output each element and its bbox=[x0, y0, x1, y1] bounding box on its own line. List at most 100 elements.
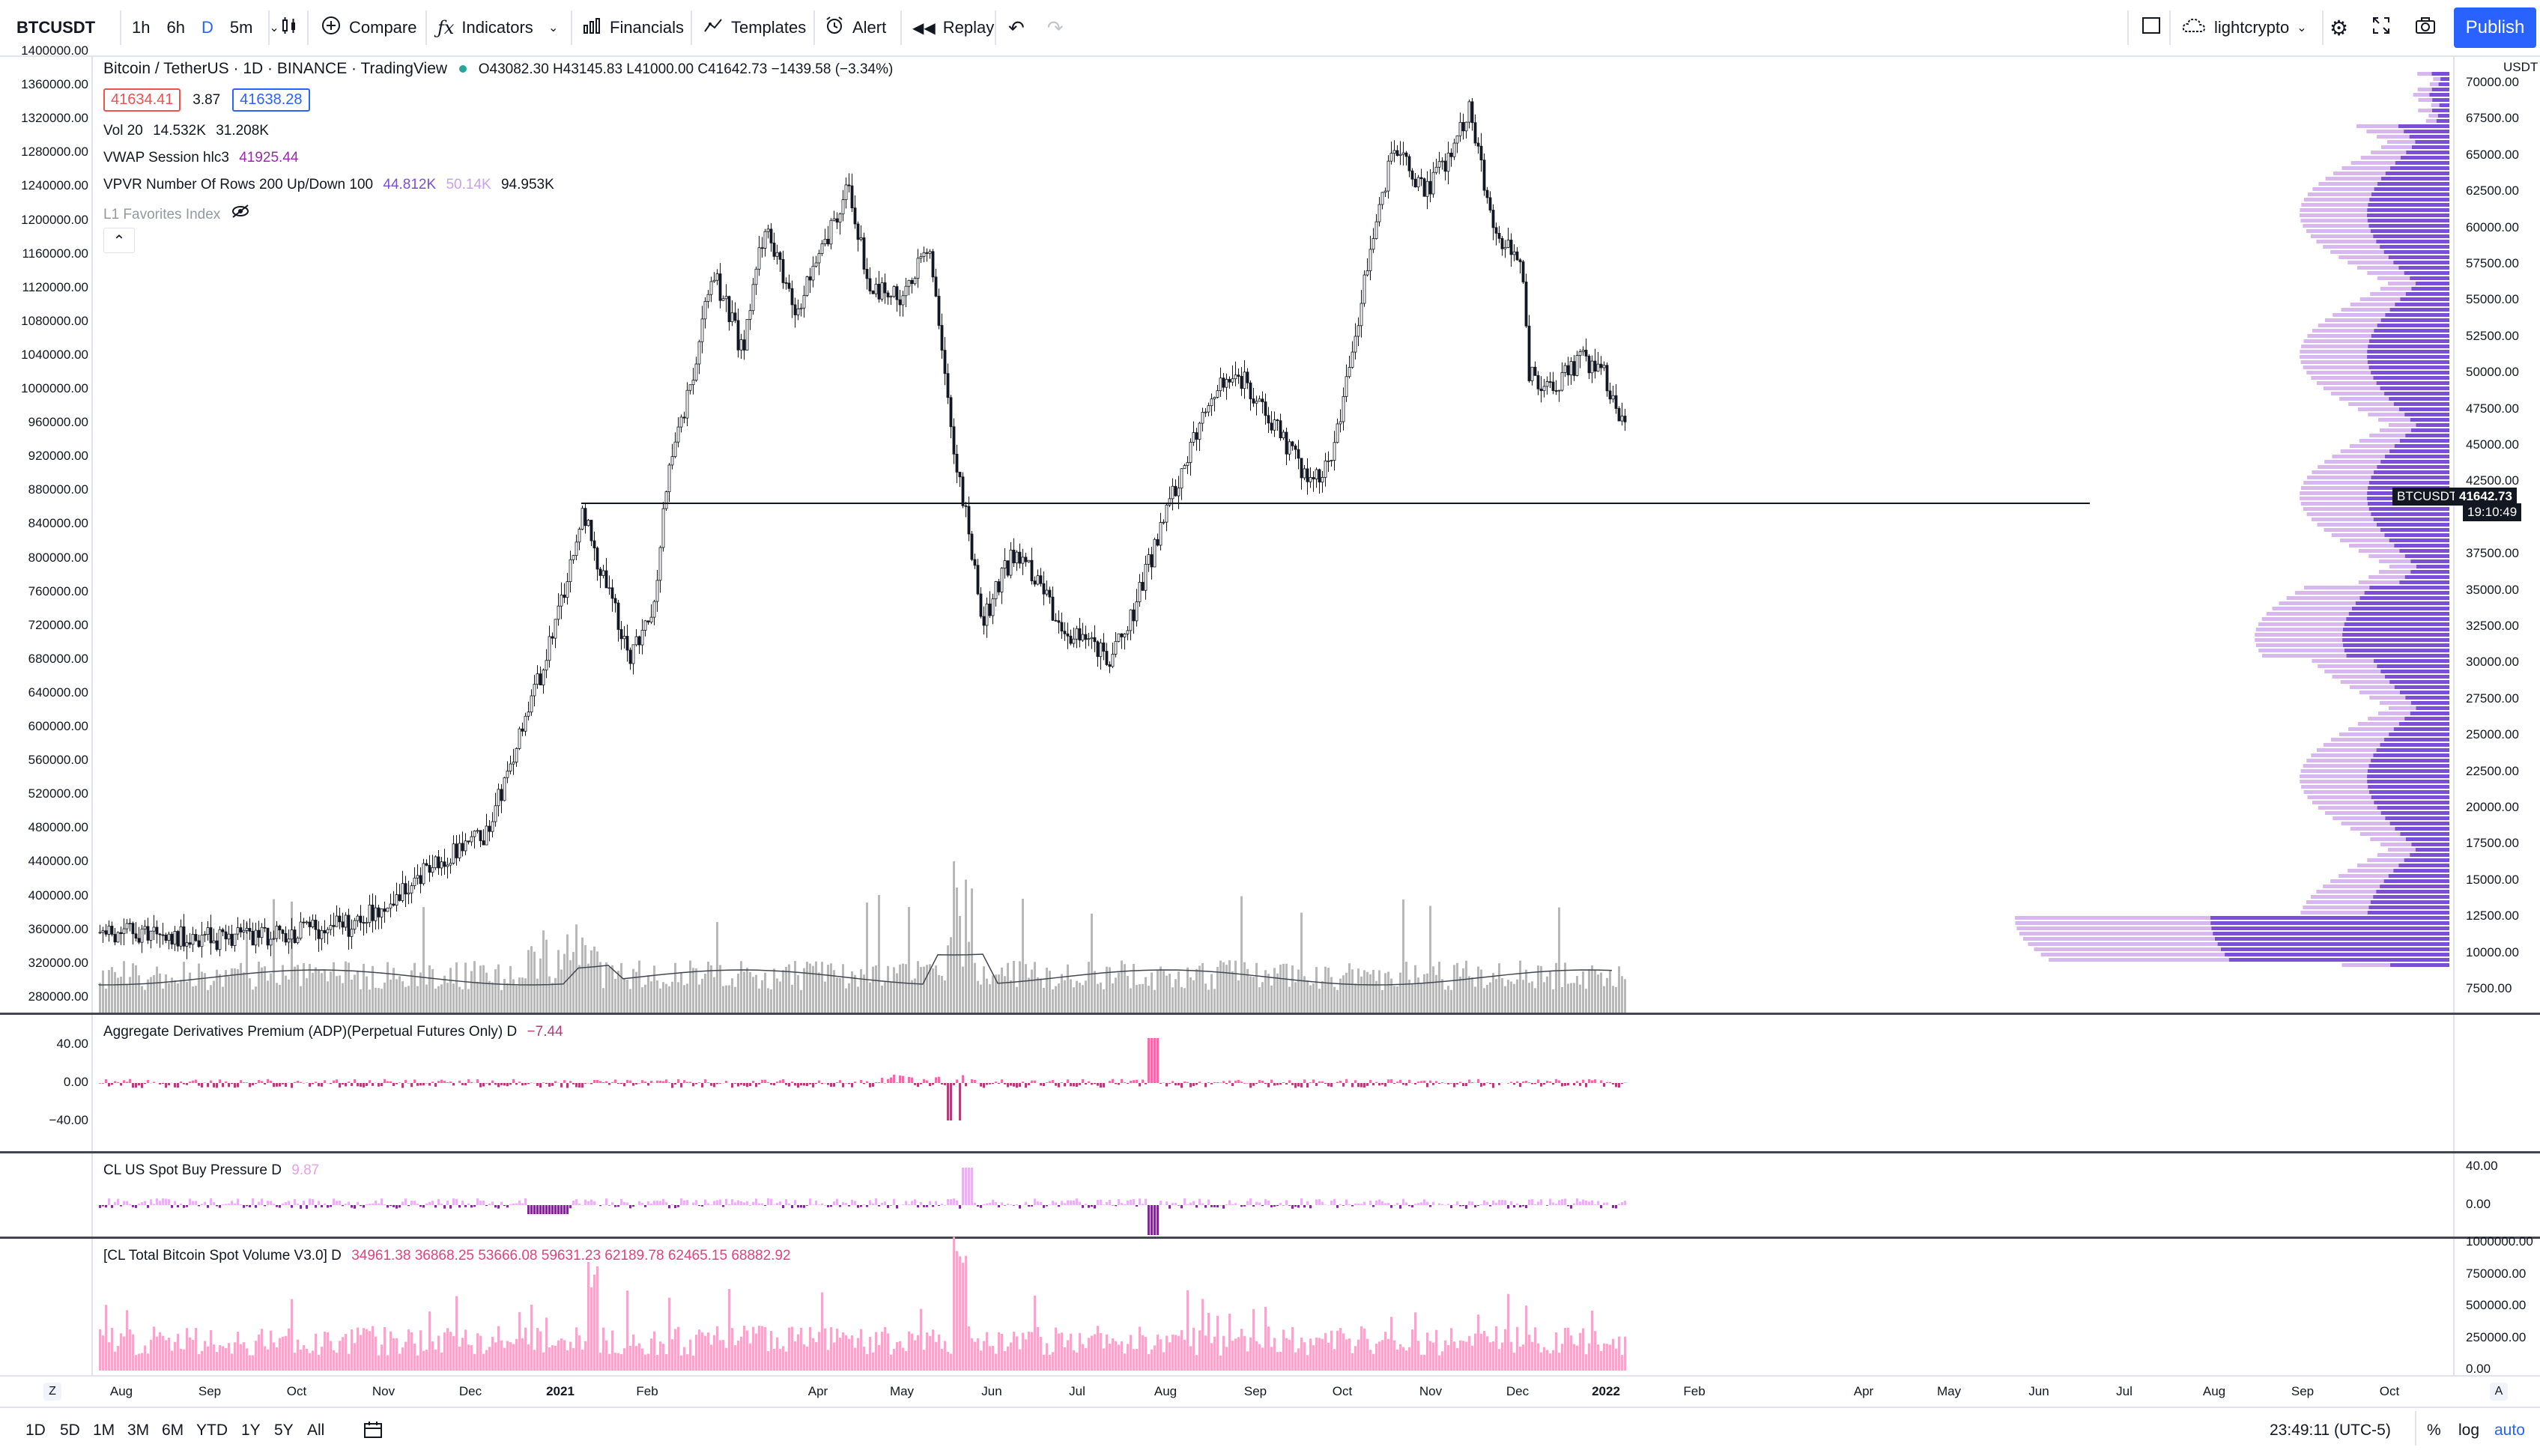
range-button-5y[interactable]: 5Y bbox=[274, 1422, 294, 1440]
volume-bar bbox=[704, 974, 706, 1013]
right-axis-tick: 25000.00 bbox=[2466, 727, 2519, 742]
buy-pressure-legend[interactable]: CL US Spot Buy Pressure D 9.87 bbox=[103, 1162, 319, 1179]
left-axis-tick: 1080000.00 bbox=[0, 314, 88, 329]
buy-pressure-bar bbox=[533, 1205, 536, 1214]
spot-volume-bar bbox=[614, 1353, 616, 1371]
spot-volume-bar bbox=[288, 1329, 290, 1371]
market-open-dot bbox=[459, 65, 467, 73]
vpvr-legend[interactable]: VPVR Number Of Rows 200 Up/Down 100 44.8… bbox=[103, 177, 554, 193]
candle-body bbox=[1522, 262, 1524, 282]
spot-volume-bar bbox=[1031, 1332, 1033, 1371]
profile-row-light bbox=[2301, 502, 2368, 506]
vpvr-total-value: 94.953K bbox=[501, 177, 554, 192]
range-button-1d[interactable]: 1D bbox=[25, 1422, 46, 1440]
profile-row-light bbox=[2256, 643, 2343, 647]
percent-toggle[interactable]: % bbox=[2427, 1422, 2441, 1440]
bid-box[interactable]: 41634.41 bbox=[103, 88, 181, 112]
range-button-1y[interactable]: 1Y bbox=[241, 1422, 261, 1440]
volume-bar bbox=[944, 980, 946, 1013]
volume-bar bbox=[1345, 973, 1348, 1013]
volume-bar bbox=[1390, 979, 1392, 1013]
adp-bar bbox=[138, 1083, 140, 1085]
range-button-ytd[interactable]: YTD bbox=[196, 1422, 228, 1440]
ask-box[interactable]: 41638.28 bbox=[232, 88, 309, 112]
adp-bar bbox=[1097, 1083, 1099, 1086]
adp-bar bbox=[1237, 1080, 1240, 1083]
buy-pressure-bar bbox=[306, 1205, 308, 1209]
profile-row-light bbox=[2028, 942, 2217, 946]
buy-pressure-bar bbox=[716, 1200, 718, 1205]
adp-bar bbox=[351, 1083, 353, 1086]
candle-body bbox=[1174, 486, 1177, 496]
buy-pressure-bar bbox=[1285, 1200, 1288, 1205]
profile-row-dark bbox=[2429, 93, 2449, 97]
profile-row-dark bbox=[2410, 418, 2449, 422]
auto-scale-button[interactable]: A bbox=[2490, 1383, 2508, 1401]
spot-volume-bar bbox=[956, 1251, 958, 1371]
volume-bar bbox=[464, 962, 467, 1013]
spot-volume-bar bbox=[1172, 1335, 1174, 1371]
profile-row-light bbox=[2300, 780, 2367, 783]
range-button-all[interactable]: All bbox=[307, 1422, 324, 1440]
profile-row-light bbox=[2019, 932, 2213, 935]
range-button-6m[interactable]: 6M bbox=[162, 1422, 184, 1440]
volume-legend[interactable]: Vol 20 14.532K 31.208K bbox=[103, 123, 269, 139]
range-button-1m[interactable]: 1M bbox=[93, 1422, 115, 1440]
spot-volume-bar bbox=[315, 1334, 317, 1371]
hidden-eye-icon[interactable] bbox=[231, 207, 250, 222]
spot-volume-bar bbox=[1579, 1333, 1581, 1371]
buy-pressure-bar bbox=[1624, 1201, 1626, 1205]
candle-body bbox=[584, 509, 586, 526]
spot-volume-bar bbox=[321, 1347, 323, 1371]
log-toggle[interactable]: log bbox=[2458, 1422, 2479, 1440]
candle-body bbox=[734, 313, 736, 321]
symbol-title[interactable]: Bitcoin / TetherUS · 1D · BINANCE · Trad… bbox=[103, 60, 447, 77]
buy-pressure-bar bbox=[1004, 1205, 1006, 1206]
profile-row-light bbox=[2350, 685, 2395, 689]
adp-bar bbox=[707, 1082, 709, 1083]
profile-row-light bbox=[2300, 208, 2367, 212]
spot-volume-bar bbox=[99, 1329, 101, 1371]
candle-body bbox=[392, 904, 395, 906]
spot-volume-bar bbox=[282, 1337, 284, 1371]
spot-volume-bar bbox=[542, 1353, 545, 1371]
collapse-legend-button[interactable]: ⌃ bbox=[103, 228, 135, 253]
range-button-3m[interactable]: 3M bbox=[127, 1422, 149, 1440]
candle-body bbox=[1582, 350, 1584, 351]
clock-timezone[interactable]: 23:49:11 (UTC-5) bbox=[2270, 1422, 2391, 1440]
adp-bar bbox=[165, 1083, 167, 1088]
candle-body bbox=[899, 300, 901, 305]
candle-body bbox=[950, 398, 952, 427]
spot-volume-bar bbox=[222, 1347, 224, 1371]
volume-bar bbox=[797, 975, 799, 1013]
buy-pressure-bar bbox=[467, 1204, 470, 1205]
adp-bar bbox=[390, 1082, 392, 1083]
zoom-reset-button[interactable]: Z bbox=[43, 1383, 61, 1401]
volume-bar bbox=[824, 982, 826, 1013]
vwap-legend[interactable]: VWAP Session hlc3 41925.44 bbox=[103, 150, 298, 166]
spot-volume-bar bbox=[446, 1328, 449, 1371]
calendar-range-icon[interactable] bbox=[363, 1420, 384, 1443]
spot-volume-bar bbox=[1151, 1350, 1153, 1371]
buy-pressure-label: CL US Spot Buy Pressure D bbox=[103, 1162, 282, 1178]
range-button-5d[interactable]: 5D bbox=[60, 1422, 80, 1440]
spot-volume-bar bbox=[189, 1338, 191, 1371]
buy-pressure-bar bbox=[890, 1205, 892, 1206]
adp-bar bbox=[1438, 1083, 1440, 1084]
candle-body bbox=[407, 893, 410, 894]
candle-body bbox=[449, 863, 452, 865]
volume-bar bbox=[992, 975, 994, 1013]
spot-volume-bar bbox=[527, 1344, 530, 1371]
auto-toggle[interactable]: auto bbox=[2494, 1422, 2525, 1440]
spot-volume-legend[interactable]: [CL Total Bitcoin Spot Volume V3.0] D 34… bbox=[103, 1248, 791, 1264]
candle-body bbox=[848, 185, 850, 186]
adp-legend[interactable]: Aggregate Derivatives Premium (ADP)(Perp… bbox=[103, 1024, 563, 1040]
candle-body bbox=[1441, 161, 1443, 162]
buy-pressure-bar bbox=[1606, 1202, 1608, 1205]
favorites-legend[interactable]: L1 Favorites Index bbox=[103, 204, 250, 223]
adp-bar bbox=[1076, 1083, 1078, 1087]
buy-pressure-bar bbox=[1010, 1204, 1012, 1205]
volume-bar bbox=[578, 965, 581, 1013]
buy-pressure-bar bbox=[378, 1204, 380, 1205]
